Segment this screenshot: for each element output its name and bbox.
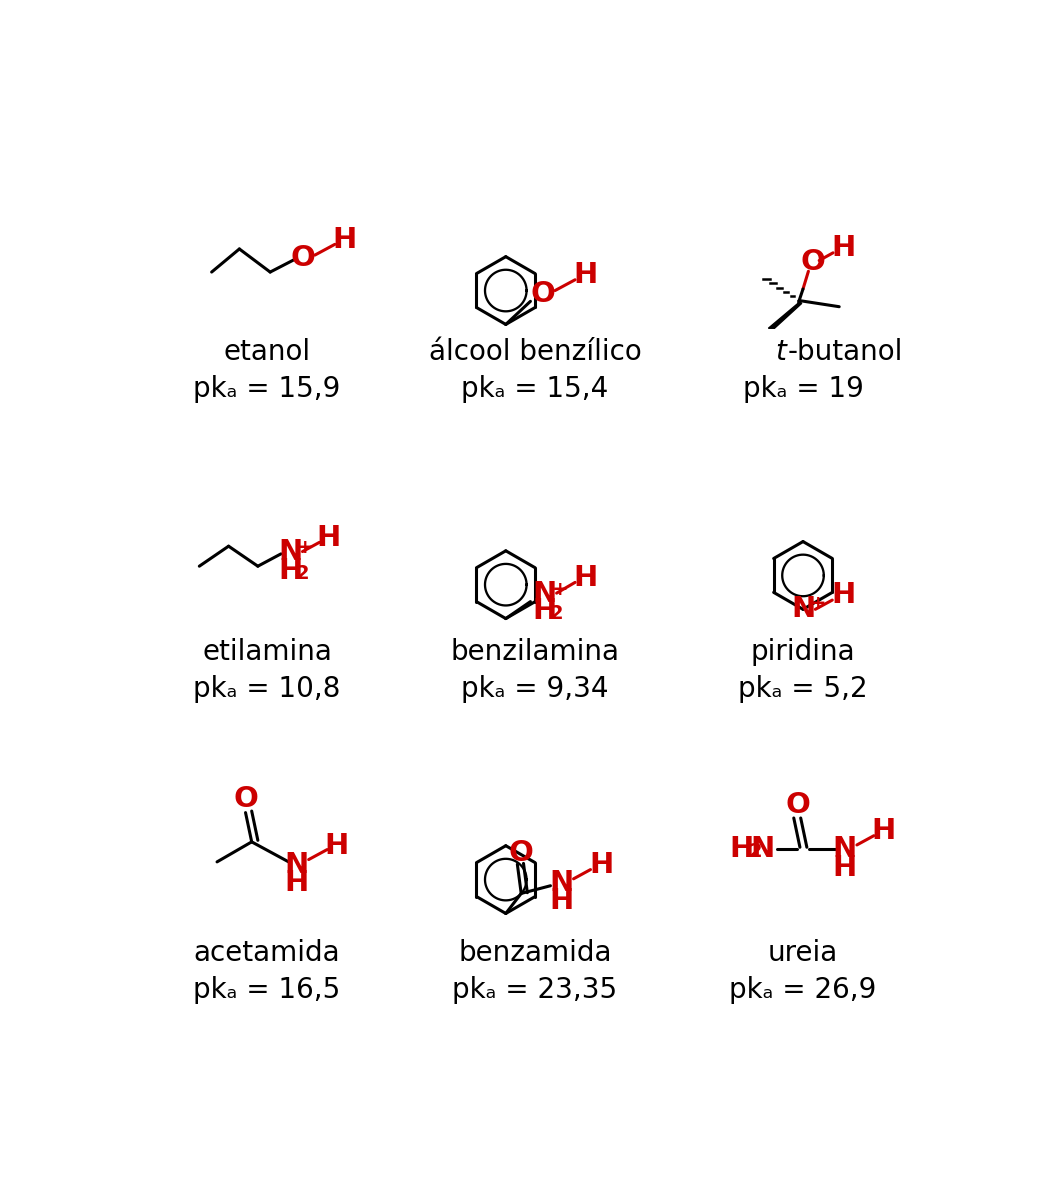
Text: H: H: [284, 869, 308, 898]
Text: N: N: [751, 835, 775, 863]
Text: H: H: [831, 582, 855, 609]
Text: H: H: [832, 234, 856, 262]
Text: benzilamina: benzilamina: [451, 638, 619, 666]
Text: pkₐ = 19: pkₐ = 19: [742, 375, 863, 403]
Text: álcool benzílico: álcool benzílico: [429, 338, 641, 367]
Text: H: H: [532, 597, 556, 625]
Text: t: t: [776, 338, 786, 367]
Text: O: O: [291, 244, 315, 272]
Text: benzamida: benzamida: [458, 939, 612, 966]
Text: acetamida: acetamida: [194, 939, 340, 966]
Text: O: O: [801, 248, 826, 276]
Text: pkₐ = 5,2: pkₐ = 5,2: [738, 676, 868, 703]
Text: pkₐ = 16,5: pkₐ = 16,5: [193, 976, 340, 1004]
Text: N: N: [549, 869, 573, 897]
Text: etanol: etanol: [223, 338, 311, 367]
Text: 2: 2: [749, 843, 762, 862]
Text: ureia: ureia: [768, 939, 838, 966]
Text: O: O: [508, 839, 533, 868]
Text: +: +: [551, 579, 568, 599]
Text: O: O: [233, 785, 258, 813]
Text: H: H: [832, 855, 857, 882]
Text: H: H: [316, 524, 340, 552]
Text: 2: 2: [550, 605, 564, 624]
Text: N: N: [278, 538, 303, 566]
Text: H: H: [574, 261, 598, 290]
Text: pkₐ = 26,9: pkₐ = 26,9: [730, 976, 877, 1004]
Text: H: H: [325, 832, 349, 859]
Text: O: O: [530, 280, 555, 308]
Text: piridina: piridina: [751, 638, 855, 666]
Text: +: +: [298, 538, 314, 558]
Text: H: H: [730, 835, 754, 863]
Text: etilamina: etilamina: [203, 638, 332, 666]
Text: H: H: [872, 817, 896, 845]
Text: pkₐ = 15,4: pkₐ = 15,4: [461, 375, 609, 403]
Text: 2: 2: [295, 565, 309, 583]
Text: N: N: [832, 835, 857, 863]
Text: N: N: [532, 579, 556, 608]
Text: O: O: [785, 791, 810, 819]
Text: H: H: [332, 226, 356, 254]
Text: H: H: [574, 564, 598, 591]
Text: N: N: [284, 851, 308, 879]
Text: H: H: [549, 887, 573, 915]
Text: N: N: [791, 595, 815, 624]
Text: pkₐ = 10,8: pkₐ = 10,8: [193, 676, 340, 703]
Text: +: +: [810, 594, 827, 613]
Text: H: H: [589, 851, 614, 879]
Text: H: H: [278, 557, 303, 585]
Polygon shape: [768, 300, 802, 328]
Text: -butanol: -butanol: [787, 338, 903, 367]
Text: pkₐ = 9,34: pkₐ = 9,34: [461, 676, 609, 703]
Text: pkₐ = 23,35: pkₐ = 23,35: [452, 976, 618, 1004]
Text: pkₐ = 15,9: pkₐ = 15,9: [193, 375, 340, 403]
